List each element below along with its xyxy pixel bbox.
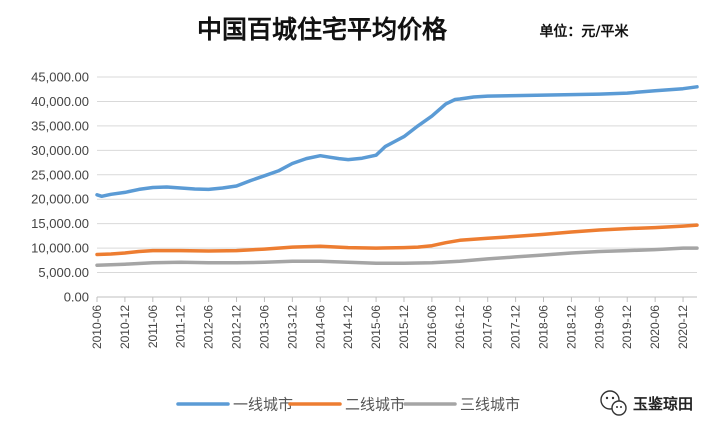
y-tick-label: 0.00: [64, 290, 89, 305]
x-tick-label: 2013-12: [285, 305, 299, 349]
x-tick-label: 2018-06: [537, 305, 551, 349]
y-tick-labels: 0.00 5,000.00 10,000.00 15,000.00 20,000.00 2…: [31, 70, 89, 305]
x-tick-label: 2018-12: [564, 305, 578, 349]
x-tick-label: 2010-12: [118, 305, 132, 349]
x-tick-labels: 2010-06 2010-12 2011-06 2011-12 2012-06 2012-…: [90, 305, 690, 349]
x-tick-label: 2020-06: [648, 305, 662, 349]
x-tick-label: 2012-06: [202, 305, 216, 349]
y-tick-label: 25,000.00: [31, 167, 89, 182]
x-tick-label: 2013-06: [257, 305, 271, 349]
y-tick-label: 5,000.00: [38, 265, 89, 280]
x-tick-label: 2010-06: [90, 305, 104, 349]
y-tick-label: 10,000.00: [31, 241, 89, 256]
wechat-icon: [600, 390, 627, 416]
x-tick-label: 2020-12: [676, 305, 690, 349]
chart-title: 中国百城住宅平均价格: [197, 15, 448, 44]
y-tick-label: 40,000.00: [31, 94, 89, 109]
legend: 一线城市 二线城市 三线城市: [176, 396, 520, 414]
watermark: 玉鉴琼田: [600, 390, 693, 416]
unit-label: 单位：元/平米: [539, 23, 629, 40]
x-tick-label: 2019-06: [592, 305, 606, 349]
x-tick-label: 2014-12: [341, 305, 355, 349]
x-tick-label: 2019-12: [620, 305, 634, 349]
x-tick-label: 2016-06: [425, 305, 439, 349]
series-line-2: [95, 223, 699, 257]
y-tick-label: 30,000.00: [31, 143, 89, 158]
x-tick-label: 2015-12: [397, 305, 411, 349]
x-tick-label: 2016-12: [453, 305, 467, 349]
x-tick-label: 2011-06: [146, 305, 160, 348]
legend-label-2: 二线城市: [345, 396, 405, 414]
x-tick-label: 2014-06: [313, 305, 327, 349]
axes: [96, 296, 697, 302]
series-line-1: [95, 85, 699, 199]
series-line-3: [95, 246, 699, 267]
watermark-text: 玉鉴琼田: [633, 395, 693, 413]
x-tick-label: 2012-12: [230, 305, 244, 349]
legend-label-3: 三线城市: [460, 396, 520, 414]
y-tick-label: 20,000.00: [31, 192, 89, 207]
x-tick-label: 2011-12: [174, 305, 188, 348]
y-tick-label: 45,000.00: [31, 70, 89, 85]
gridlines: [97, 76, 697, 298]
y-tick-label: 15,000.00: [31, 216, 89, 231]
series-lines: [95, 85, 699, 267]
x-tick-label: 2015-06: [369, 305, 383, 349]
x-tick-label: 2017-12: [509, 305, 523, 349]
legend-label-1: 一线城市: [233, 396, 293, 414]
x-tick-label: 2017-06: [481, 305, 495, 349]
y-tick-label: 35,000.00: [31, 118, 89, 133]
